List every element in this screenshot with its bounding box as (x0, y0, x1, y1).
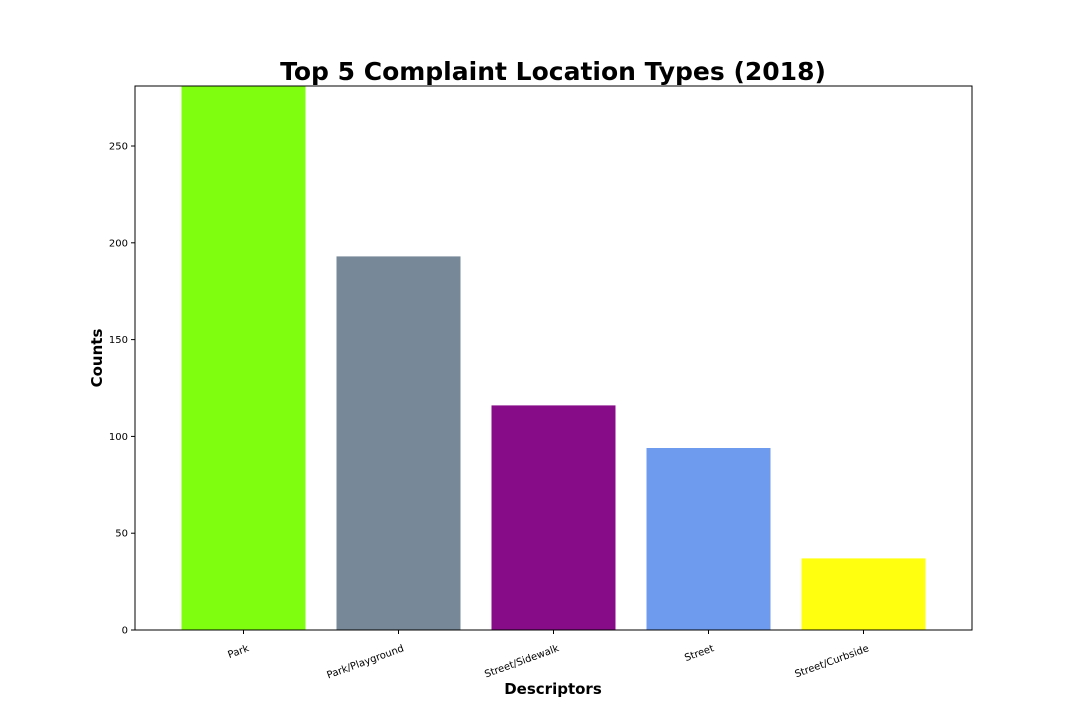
y-axis-label: Counts (88, 329, 106, 388)
bar-park-playground (336, 256, 461, 630)
bar-street-sidewalk (491, 405, 616, 630)
x-tick-label: Park/Playground (325, 643, 405, 681)
x-tick-label: Street/Curbside (793, 643, 870, 680)
x-tick-label: Street/Sidewalk (483, 643, 560, 680)
bar-park (181, 86, 306, 630)
x-tick-label: Street (683, 643, 715, 664)
x-axis-label: Descriptors (504, 680, 602, 698)
y-tick-label: 0 (122, 626, 128, 637)
x-axis: Park Park/Playground Street/Sidewalk Street… (226, 630, 871, 681)
y-axis: 0 50 100 150 200 250 (109, 142, 135, 637)
y-tick-label: 100 (109, 432, 128, 443)
y-tick-label: 150 (109, 335, 128, 346)
bar-street (646, 448, 771, 630)
bar-street-curbside (801, 558, 926, 630)
bars-group (181, 86, 926, 630)
x-tick-label: Park (226, 643, 250, 661)
y-tick-label: 250 (109, 142, 128, 153)
chart-title: Top 5 Complaint Location Types (2018) (280, 57, 826, 86)
y-tick-label: 200 (109, 238, 128, 249)
y-tick-label: 50 (115, 529, 128, 540)
